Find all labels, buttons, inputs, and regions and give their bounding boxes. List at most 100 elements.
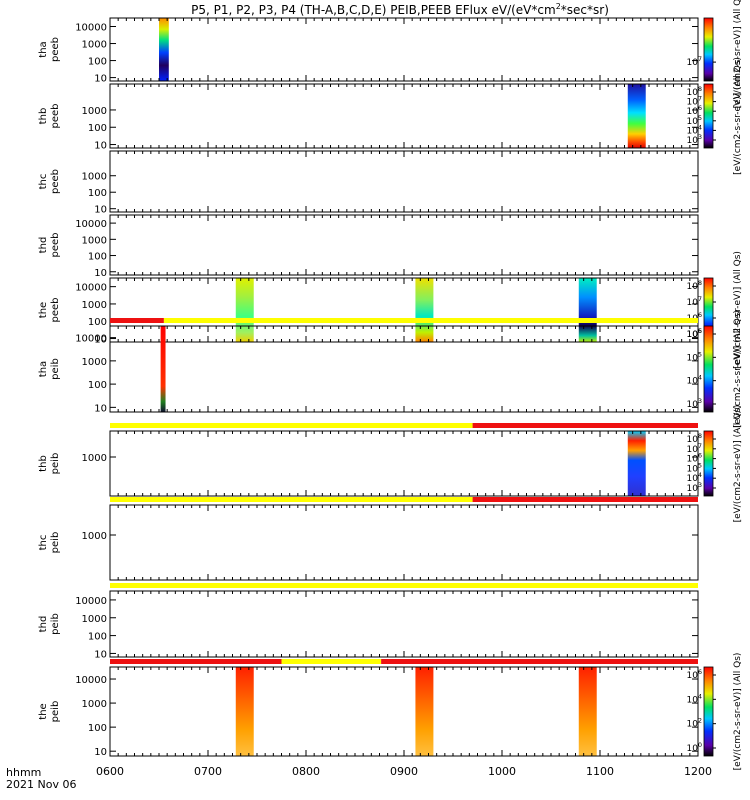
- colorbar-tick-label: 104: [687, 472, 702, 484]
- y-tick-label: 100: [88, 57, 107, 68]
- panel-tha-peeb: 10 100 1000 10000 tha peeb 107 [eV/(cm2-s-sr-eV…: [38, 0, 743, 108]
- colorbar-tick-label: 105: [687, 462, 702, 474]
- y-tick-label: 1000: [82, 300, 107, 311]
- colorbar-tick-label: 104: [687, 124, 702, 136]
- flag-bar-segment: [381, 659, 698, 664]
- x-tick-label: 0800: [292, 765, 320, 778]
- colorbar-tick-label: 105: [687, 328, 702, 340]
- panel-frame: [109, 150, 699, 213]
- spectrogram-block: [235, 278, 254, 342]
- panel-label-product: peeb: [50, 298, 61, 323]
- colorbar-tick-label: 108: [687, 433, 702, 445]
- panel-label-product: peeb: [50, 104, 61, 129]
- y-tick-label: 1000: [82, 106, 107, 117]
- panel-label-probe: thc: [38, 535, 49, 551]
- y-tick-label: 1000: [82, 235, 107, 246]
- colorbar: [703, 83, 714, 149]
- colorbar-tick-label: 104: [687, 693, 702, 705]
- panel-frame: [109, 277, 699, 343]
- panel-label-probe: the: [38, 703, 49, 719]
- flag-bar-segment: [472, 497, 698, 502]
- y-tick-label: 1000: [82, 614, 107, 625]
- panel-label-probe: tha: [38, 361, 49, 377]
- flag-bar-segment: [472, 423, 698, 428]
- flag-bar-segment: [110, 497, 473, 502]
- panel-label-product: peib: [50, 701, 61, 723]
- y-tick-label: 1000: [82, 531, 107, 542]
- colorbar-label: [eV/(cm2-s-sr-eV)] (All Qs): [733, 57, 743, 175]
- flag-bar-segment: [110, 318, 164, 323]
- panel-the-peib: 10 100 1000 10000 the peib 106 104 102 100 [eV/(cm…: [38, 653, 743, 771]
- y-tick-label: 1000: [82, 699, 107, 710]
- y-tick-label: 100: [88, 380, 107, 391]
- colorbar-tick-label: 106: [687, 105, 702, 117]
- panel-label-probe: tha: [38, 41, 49, 57]
- x-tick-label: 0900: [390, 765, 418, 778]
- spectrogram-block: [235, 667, 254, 756]
- flag-bar-segment: [110, 423, 473, 428]
- panel-label-product: peeb: [50, 37, 61, 62]
- panel-frame: [109, 430, 699, 497]
- panel-label-product: peib: [50, 532, 61, 554]
- panel-frame: [109, 504, 699, 581]
- flag-bar-segment: [110, 659, 282, 664]
- y-tick-label: 10: [94, 403, 107, 414]
- colorbar: [703, 666, 714, 757]
- panel-frame: [109, 17, 699, 82]
- colorbar-tick-label: 104: [687, 375, 702, 387]
- panel-the-peeb: 10100100010000thepeeb108107106105[eV/(cm…: [38, 251, 743, 369]
- spectrogram-block: [159, 18, 169, 81]
- y-tick-label: 1000: [82, 172, 107, 183]
- spectrogram-block: [578, 667, 597, 756]
- panel-label-product: peeb: [50, 169, 61, 194]
- panel-label-probe: thd: [38, 237, 49, 254]
- colorbar-tick-label: 107: [687, 443, 702, 455]
- y-tick-label: 100: [88, 632, 107, 643]
- panel-label-product: peib: [50, 613, 61, 635]
- y-tick-label: 10000: [75, 596, 107, 607]
- y-tick-label: 10: [94, 74, 107, 85]
- colorbar-tick-label: 108: [687, 86, 702, 98]
- y-tick-label: 10000: [75, 23, 107, 34]
- colorbar-tick-label: 100: [687, 742, 702, 754]
- colorbar-tick-label: 107: [687, 56, 702, 68]
- colorbar-label: [eV/(cm2-s-sr-eV)] (All Qs): [733, 251, 743, 369]
- panel-label-product: peib: [50, 358, 61, 380]
- colorbar-label: [eV/(cm2-s-sr-eV)] (All Qs): [733, 310, 743, 428]
- spectrogram-block: [415, 667, 434, 756]
- panel-frame: [109, 666, 699, 757]
- panel-label-probe: thc: [38, 174, 49, 190]
- colorbar-tick-label: 106: [687, 669, 702, 681]
- y-tick-label: 100: [88, 317, 107, 328]
- panel-label-probe: thb: [38, 455, 49, 472]
- y-tick-label: 10: [94, 205, 107, 216]
- colorbar-label: [eV/(cm2-s-sr-eV)] (All Qs): [733, 653, 743, 771]
- y-tick-label: 10: [94, 649, 107, 660]
- panel-frame: [109, 214, 699, 276]
- spectrogram-block: [160, 326, 166, 412]
- panel-thc-peib: 1000 thc peib: [38, 497, 699, 581]
- x-tick-label: 0600: [96, 765, 124, 778]
- x-tick-label: 1100: [586, 765, 614, 778]
- y-tick-label: 10: [94, 268, 107, 279]
- y-tick-label: 1000: [82, 357, 107, 368]
- colorbar-tick-label: 108: [687, 280, 702, 292]
- colorbar-tick-label: 107: [687, 296, 702, 308]
- y-tick-label: 100: [88, 188, 107, 199]
- panel-frame: [109, 590, 699, 658]
- colorbar: [703, 17, 714, 82]
- y-tick-label: 10000: [75, 219, 107, 230]
- spectrogram-block: [627, 84, 646, 148]
- panel-label-probe: the: [38, 302, 49, 318]
- panel-label-probe: thd: [38, 616, 49, 633]
- colorbar-tick-label: 103: [687, 482, 702, 494]
- y-tick-label: 10000: [75, 675, 107, 686]
- footer-time-label: hhmm: [6, 766, 41, 779]
- panel-label-product: peeb: [50, 233, 61, 258]
- footer-date-label: 2021 Nov 06: [6, 778, 76, 791]
- y-tick-label: 10: [94, 141, 107, 152]
- panel-thc-peeb: 10 100 1000 thc peeb: [38, 150, 699, 216]
